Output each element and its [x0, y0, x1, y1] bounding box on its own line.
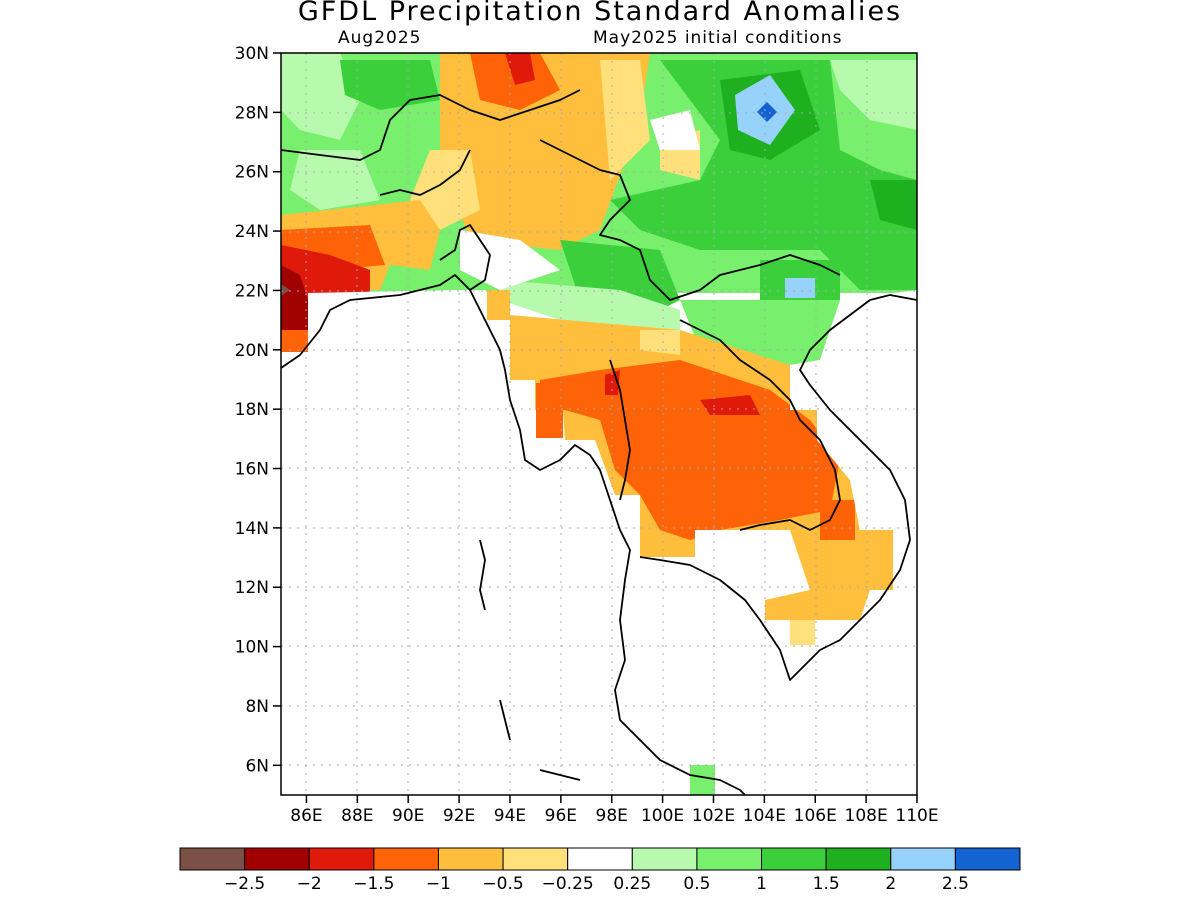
legend-label: 0.5 [683, 874, 710, 894]
lat-tick-label: 26N [235, 163, 269, 183]
legend-swatch [437, 847, 504, 871]
lon-tick-label: 108E [845, 806, 888, 826]
coastlines-and-borders [281, 89, 917, 795]
weak-wet-region-east [830, 60, 917, 130]
legend-swatch [502, 847, 569, 871]
longitude-axis: 86E 88E 90E 92E 94E 96E 98E 100E 102E 104E 106E 108… [290, 795, 939, 826]
extreme-wet-peak-china [757, 102, 777, 122]
lat-tick-label: 8N [245, 697, 269, 717]
masked-region [281, 290, 917, 795]
dry-cell [487, 290, 510, 320]
legend-swatch [825, 847, 892, 871]
legend-label: 2 [885, 874, 896, 894]
weak-wet-region-1 [281, 53, 360, 140]
map-frame [280, 52, 918, 796]
dry-peak-myanmar-north [505, 53, 535, 85]
legend-label: 1.5 [813, 874, 840, 894]
very-dry-region-bangladesh [281, 265, 308, 330]
legend-label: −1 [426, 874, 451, 894]
lat-tick-label: 20N [235, 341, 269, 361]
lat-tick-label: 14N [235, 519, 269, 539]
lat-tick-label: 28N [235, 103, 269, 123]
lat-tick-label: 12N [235, 578, 269, 598]
lat-tick-label: 18N [235, 400, 269, 420]
strong-wet-region-east [870, 180, 917, 230]
grid-lines [281, 53, 917, 795]
lon-tick-label: 92E [443, 806, 475, 826]
lon-tick-label: 94E [494, 806, 526, 826]
very-wet-region-laos [785, 278, 815, 298]
legend-swatch [890, 847, 956, 871]
lat-tick-label: 24N [235, 222, 269, 242]
latitude-axis: 6N 8N 10N 12N 14N 16N 18N 20N 22N 24N 26N 28N 30N [235, 44, 281, 776]
anomaly-field [281, 53, 917, 795]
legend-swatch [308, 847, 375, 871]
target-month-label: Aug2025 [338, 28, 422, 48]
legend-swatch [179, 847, 246, 871]
lon-tick-label: 86E [290, 806, 322, 826]
weak-dry-region-1 [410, 150, 480, 230]
lon-tick-label: 104E [743, 806, 786, 826]
lon-tick-label: 90E [392, 806, 424, 826]
chart-title: GFDL Precipitation Standard Anomalies [297, 0, 903, 27]
legend-label: −0.25 [542, 874, 594, 894]
neutral-region-1 [650, 110, 700, 150]
neutral-region-2 [460, 230, 560, 290]
lat-tick-label: 30N [235, 44, 269, 64]
legend-label: −1.5 [353, 874, 394, 894]
lon-tick-label: 88E [341, 806, 373, 826]
legend-swatch [631, 847, 698, 871]
dry-region-myanmar-coast [536, 383, 563, 438]
wet-region-west [340, 60, 440, 110]
legend-label: −2 [297, 874, 322, 894]
legend-swatch [244, 847, 310, 871]
legend-label: −0.5 [482, 874, 523, 894]
wet-cell-south [690, 765, 715, 795]
legend-label: 1 [756, 874, 767, 894]
dry-region-vietnam [820, 500, 855, 540]
extreme-dry-peak-bangladesh [281, 284, 290, 296]
legend-swatch [696, 847, 763, 871]
legend-label: −2.5 [224, 874, 265, 894]
lat-tick-label: 10N [235, 638, 269, 658]
legend-swatch [761, 847, 827, 871]
legend-swatch [373, 847, 439, 871]
lon-tick-label: 100E [641, 806, 684, 826]
lat-tick-label: 16N [235, 460, 269, 480]
legend-label: 2.5 [942, 874, 969, 894]
lat-tick-label: 6N [245, 756, 269, 776]
lon-tick-label: 98E [596, 806, 628, 826]
strong-dry-region-laos [700, 395, 760, 415]
lon-tick-label: 102E [692, 806, 735, 826]
legend-label: 0.25 [613, 874, 651, 894]
lon-tick-label: 96E [545, 806, 577, 826]
wet-core-china [610, 60, 917, 290]
color-legend: −2.5 −2 −1.5 −1 −0.5 −0.25 0.25 0.5 1 1.5 2 2.5 [179, 847, 1021, 894]
legend-swatch [954, 847, 1021, 871]
weak-dry-region-cambodia [790, 620, 815, 645]
dry-region-coast [281, 330, 308, 352]
legend-swatch [567, 847, 633, 871]
initial-conditions-label: May2025 initial conditions [593, 28, 843, 48]
lon-tick-label: 106E [794, 806, 837, 826]
weak-dry-region-4 [640, 330, 680, 355]
lat-tick-label: 22N [235, 281, 269, 301]
lon-tick-label: 110E [895, 806, 938, 826]
weak-wet-band [500, 280, 680, 340]
